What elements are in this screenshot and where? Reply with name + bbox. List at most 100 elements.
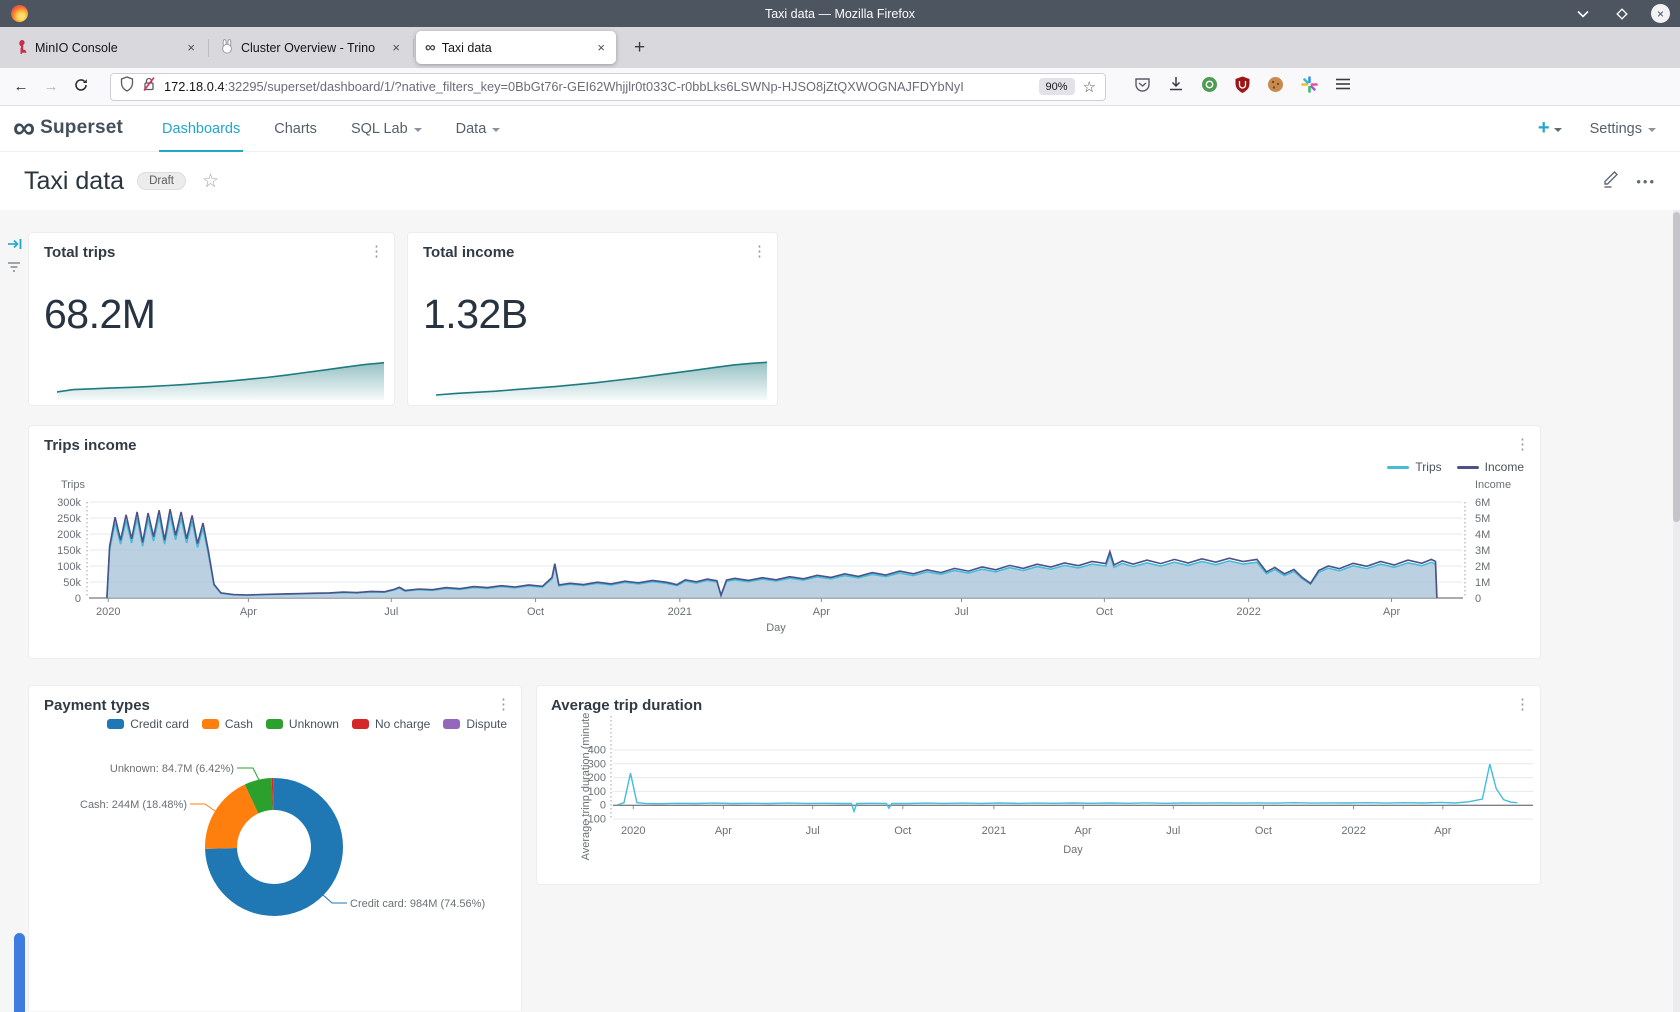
legend-item[interactable]: Cash xyxy=(202,717,253,731)
tab-label: MinIO Console xyxy=(35,41,178,55)
legend-label: Credit card xyxy=(130,717,189,731)
brand-name: Superset xyxy=(40,117,123,139)
tab-label: Taxi data xyxy=(442,41,589,55)
svg-text:Apr: Apr xyxy=(715,825,732,837)
tab-taxi-data[interactable]: ∞ Taxi data × xyxy=(416,31,616,64)
payment-types-donut-chart[interactable]: Unknown: 84.7M (6.42%) Cash: 244M (18.48… xyxy=(29,742,523,1012)
filter-icon[interactable] xyxy=(7,260,23,276)
svg-text:150k: 150k xyxy=(57,545,81,557)
superset-brand[interactable]: ∞ Superset xyxy=(13,116,123,141)
tab-separator xyxy=(208,39,209,57)
svg-text:Day: Day xyxy=(1063,844,1083,856)
firefox-logo-icon xyxy=(11,5,28,22)
minimize-button[interactable] xyxy=(1573,4,1592,23)
svg-text:Apr: Apr xyxy=(1383,606,1400,618)
payment-types-legend[interactable]: Credit card Cash Unknown No charge Dispute xyxy=(107,717,507,731)
tab-separator xyxy=(413,39,414,57)
total-income-sparkline[interactable] xyxy=(436,356,767,400)
chevron-down-icon xyxy=(492,128,500,132)
reload-button[interactable] xyxy=(66,78,96,96)
sparkle-extension-icon[interactable] xyxy=(1301,76,1318,98)
tab-minio-console[interactable]: MinIO Console × xyxy=(6,31,206,64)
svg-text:2022: 2022 xyxy=(1341,825,1365,837)
lock-insecure-icon[interactable] xyxy=(142,76,156,97)
chevron-down-icon xyxy=(414,128,422,132)
svg-text:50k: 50k xyxy=(63,577,81,589)
trips-income-card: Trips income ⋮ TripsIncome 300k6M250k5M2… xyxy=(28,425,1541,659)
svg-text:2M: 2M xyxy=(1475,561,1490,573)
bookmark-star-icon[interactable]: ☆ xyxy=(1083,78,1096,96)
zoom-level-badge[interactable]: 90% xyxy=(1039,78,1075,95)
tab-label: Cluster Overview - Trino xyxy=(241,41,383,55)
shield-icon[interactable] xyxy=(120,76,134,97)
svg-text:2022: 2022 xyxy=(1236,606,1260,618)
legend-item[interactable]: Dispute xyxy=(443,717,507,731)
superset-logo-icon: ∞ xyxy=(13,116,33,141)
superset-header: ∞ Superset Dashboards Charts SQL Lab Dat… xyxy=(0,106,1680,152)
close-button[interactable]: × xyxy=(1651,4,1670,23)
add-new-button[interactable]: + xyxy=(1538,117,1562,140)
expand-filter-bar-icon[interactable] xyxy=(7,236,23,252)
callout-line-unknown xyxy=(237,768,259,780)
window-title: Taxi data — Mozilla Firefox xyxy=(0,7,1680,21)
nav-item-data[interactable]: Data xyxy=(439,106,518,152)
nav-item-charts[interactable]: Charts xyxy=(257,106,334,152)
chart-options-kebab[interactable]: ⋮ xyxy=(496,695,511,713)
svg-text:Jul: Jul xyxy=(384,606,398,618)
legend-item[interactable]: No charge xyxy=(352,717,430,731)
nav-item-dashboards[interactable]: Dashboards xyxy=(145,106,257,152)
total-trips-sparkline[interactable] xyxy=(57,356,384,400)
maximize-button[interactable] xyxy=(1612,4,1631,23)
legend-swatch xyxy=(107,719,124,729)
pocket-icon[interactable] xyxy=(1134,76,1151,98)
svg-text:Apr: Apr xyxy=(1434,825,1451,837)
scrollbar-thumb[interactable] xyxy=(1673,212,1680,522)
legend-swatch xyxy=(352,719,369,729)
new-tab-button[interactable]: + xyxy=(628,37,651,59)
svg-text:200k: 200k xyxy=(57,529,81,541)
svg-text:Jul: Jul xyxy=(1166,825,1180,837)
legend-swatch xyxy=(266,719,283,729)
legend-label: Dispute xyxy=(466,717,507,731)
extension-green-icon[interactable] xyxy=(1201,76,1218,98)
callout-line-cash xyxy=(190,804,215,811)
cookie-icon[interactable] xyxy=(1267,76,1284,98)
svg-text:0: 0 xyxy=(75,593,81,605)
tab-close-icon[interactable]: × xyxy=(390,40,402,55)
forward-button[interactable]: → xyxy=(36,78,66,95)
legend-item[interactable]: Unknown xyxy=(266,717,339,731)
svg-text:0: 0 xyxy=(600,800,606,812)
legend-item[interactable]: Credit card xyxy=(107,717,189,731)
tab-close-icon[interactable]: × xyxy=(595,40,607,55)
chevron-down-icon xyxy=(1554,128,1562,132)
more-options-button[interactable]: ••• xyxy=(1636,174,1656,189)
total-income-value: 1.32B xyxy=(423,291,528,338)
svg-text:1M: 1M xyxy=(1475,577,1490,589)
tab-close-icon[interactable]: × xyxy=(185,40,197,55)
svg-text:4M: 4M xyxy=(1475,529,1490,541)
svg-text:2020: 2020 xyxy=(96,606,120,618)
chart-options-kebab[interactable]: ⋮ xyxy=(752,242,767,260)
average-trip-duration-chart[interactable]: 4003002001000-1002020AprJulOct2021AprJul… xyxy=(537,686,1542,886)
ublock-shield-icon[interactable] xyxy=(1235,76,1250,98)
tab-cluster-overview-trino[interactable]: Cluster Overview - Trino × xyxy=(211,31,411,64)
left-edge-accent-bar[interactable] xyxy=(14,933,25,1012)
svg-text:Apr: Apr xyxy=(813,606,830,618)
chart-options-kebab[interactable]: ⋮ xyxy=(369,242,384,260)
url-field[interactable]: 172.18.0.4:32295/superset/dashboard/1/?n… xyxy=(110,73,1106,101)
callout-line-credit-card xyxy=(323,895,347,903)
trips-income-chart[interactable]: 300k6M250k5M200k4M150k3M100k2M50k1M00202… xyxy=(29,426,1542,660)
page-scrollbar[interactable] xyxy=(1673,210,1680,1012)
nav-item-sql-lab[interactable]: SQL Lab xyxy=(334,106,439,152)
svg-text:250k: 250k xyxy=(57,513,81,525)
edit-dashboard-button[interactable] xyxy=(1602,169,1620,193)
tab-bar: MinIO Console × Cluster Overview - Trino… xyxy=(0,27,1680,68)
download-icon[interactable] xyxy=(1168,76,1184,97)
svg-text:0: 0 xyxy=(1475,593,1481,605)
chart-title: Payment types xyxy=(44,697,150,714)
back-button[interactable]: ← xyxy=(6,78,36,95)
minio-flamingo-icon xyxy=(15,39,28,57)
settings-menu[interactable]: Settings xyxy=(1590,121,1656,137)
favorite-star-icon[interactable]: ☆ xyxy=(202,170,219,193)
menu-icon[interactable] xyxy=(1335,77,1351,96)
